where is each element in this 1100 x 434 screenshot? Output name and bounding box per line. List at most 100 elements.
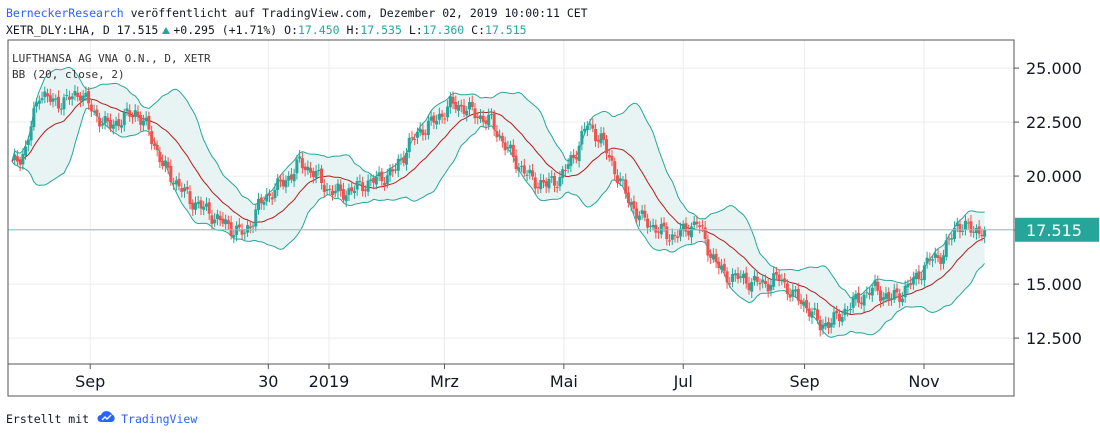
candle-body	[659, 223, 663, 235]
candle-body	[128, 110, 132, 117]
candle-body	[185, 186, 189, 190]
candle-body	[903, 285, 907, 298]
candle-body	[265, 194, 269, 202]
bollinger-basis	[11, 98, 985, 316]
candle-body	[243, 232, 247, 234]
candle-body	[300, 158, 304, 169]
candle-body	[103, 116, 107, 124]
candle-body	[339, 184, 343, 191]
candle-body	[188, 191, 192, 205]
candle-body	[46, 93, 50, 97]
candle-body	[906, 283, 910, 288]
candle-body	[944, 240, 948, 257]
candle-body	[898, 293, 902, 302]
close-label: C:	[471, 23, 486, 37]
symbol-line: XETR_DLY:LHA, D 17.515 +0.295 (+1.71%) O:…	[6, 23, 527, 37]
candle-body	[780, 280, 784, 282]
candle-body	[48, 95, 52, 102]
publisher-link[interactable]: BerneckerResearch	[6, 6, 124, 20]
candle-body	[380, 171, 384, 182]
candle-body	[213, 219, 217, 224]
candle-body	[763, 281, 767, 285]
candle-body	[111, 124, 115, 129]
candle-body	[846, 310, 850, 312]
candle-body	[572, 154, 576, 159]
candle-body	[876, 281, 880, 291]
candle-body	[911, 277, 915, 285]
candle-body	[783, 278, 787, 283]
candle-body	[752, 275, 756, 281]
candle-body	[133, 110, 137, 118]
candle-body	[843, 308, 847, 316]
candle-body	[517, 167, 521, 171]
candle-body	[418, 128, 422, 133]
candle-body	[500, 135, 504, 142]
candle-body	[404, 152, 408, 165]
candle-body	[700, 225, 704, 227]
candle-body	[391, 169, 395, 172]
candle-body	[240, 229, 244, 235]
candle-body	[161, 160, 165, 167]
candle-body	[267, 193, 271, 196]
candle-body	[336, 183, 340, 192]
candle-body	[388, 168, 392, 176]
chart-legend-title: LUFTHANSA AG VNA O.N., D, XETR	[12, 52, 211, 65]
candle-body	[43, 91, 47, 98]
candle-body	[487, 114, 491, 126]
candle-body	[709, 254, 713, 258]
candle-body	[983, 229, 987, 237]
high-value: 17.535	[360, 23, 402, 37]
candle-body	[78, 95, 82, 101]
candle-body	[210, 215, 214, 225]
candle-body	[509, 144, 513, 149]
candle-body	[892, 290, 896, 300]
candle-body	[561, 169, 565, 178]
candle-body	[207, 202, 211, 214]
candle-body	[829, 323, 833, 328]
candle-body	[40, 98, 44, 101]
candle-body	[953, 227, 957, 239]
candle-body	[818, 319, 822, 331]
candle-body	[769, 284, 773, 291]
candle-body	[311, 170, 315, 177]
low-label: L:	[408, 23, 423, 37]
indicator-legend[interactable]: BB (20, close, 2)	[12, 68, 125, 81]
candle-body	[522, 165, 526, 174]
candle-body	[350, 187, 354, 192]
candle-body	[415, 131, 419, 138]
candle-body	[895, 288, 899, 293]
candle-body	[736, 273, 740, 279]
candle-body	[720, 265, 724, 270]
candle-body	[141, 120, 145, 126]
candle-body	[347, 188, 351, 195]
candle-body	[569, 155, 573, 166]
candle-body	[87, 91, 91, 104]
candle-body	[29, 126, 33, 141]
candle-body	[478, 115, 482, 120]
low-value: 17.360	[422, 23, 465, 37]
candle-body	[670, 234, 674, 240]
x-tick-label: Nov	[908, 372, 939, 391]
candle-body	[580, 130, 584, 145]
candle-body	[613, 161, 617, 175]
candle-body	[21, 154, 25, 165]
candle-body	[470, 102, 474, 108]
candle-body	[733, 273, 737, 276]
candle-body	[862, 294, 866, 306]
candle-body	[591, 124, 595, 129]
candle-body	[865, 292, 869, 294]
candle-body	[813, 308, 817, 310]
tradingview-brand[interactable]: TradingView	[121, 411, 198, 426]
candle-body	[879, 290, 883, 302]
candle-body	[465, 110, 469, 116]
candle-body	[678, 228, 682, 237]
candle-body	[692, 221, 696, 226]
candle-body	[259, 197, 263, 204]
candle-body	[429, 116, 433, 121]
candle-body	[177, 178, 181, 187]
made-with-text: Erstellt mit	[6, 411, 90, 426]
candle-body	[191, 202, 195, 210]
candle-body	[950, 238, 954, 240]
candle-body	[742, 273, 746, 279]
